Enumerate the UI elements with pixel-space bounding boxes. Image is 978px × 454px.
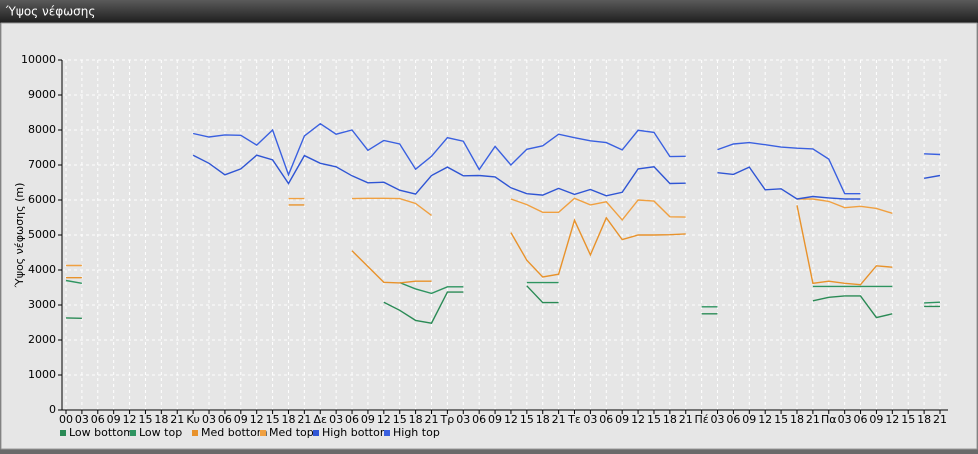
- x-tick-label: 21: [679, 413, 693, 426]
- x-tick-label: 03: [711, 413, 725, 426]
- legend-label: Med top: [269, 426, 314, 439]
- x-tick-label: 12: [250, 413, 264, 426]
- y-tick-label: 6000: [28, 193, 56, 206]
- y-tick-label: 5000: [28, 228, 56, 241]
- x-tick-label: 03: [329, 413, 343, 426]
- title-bar: [0, 0, 978, 23]
- x-tick-label: 18: [790, 413, 804, 426]
- x-tick-label: 21: [806, 413, 820, 426]
- legend-label: Low bottom: [69, 426, 134, 439]
- legend-label: High top: [393, 426, 440, 439]
- y-tick-label: 9000: [28, 88, 56, 101]
- x-tick-label: 06: [599, 413, 613, 426]
- x-tick-label: 06: [726, 413, 740, 426]
- x-tick-label: 18: [663, 413, 677, 426]
- series-line: [66, 204, 893, 286]
- x-tick-label: 21: [552, 413, 566, 426]
- x-tick-label: 09: [869, 413, 883, 426]
- x-tick-label: 06: [345, 413, 359, 426]
- y-axis-title: Ύψος νέφωσης (m): [13, 183, 26, 289]
- x-tick-label: 09: [234, 413, 248, 426]
- x-tick-label: 18: [917, 413, 931, 426]
- x-tick-label: 06: [91, 413, 105, 426]
- x-tick-label: 18: [409, 413, 423, 426]
- x-tick-label: 15: [901, 413, 915, 426]
- x-tick-label: 09: [107, 413, 121, 426]
- series-line: [192, 154, 941, 200]
- x-tick-label: 06: [218, 413, 232, 426]
- x-tick-label: 15: [266, 413, 280, 426]
- legend-swatch: [60, 430, 66, 436]
- y-tick-label: 0: [49, 403, 56, 416]
- series-line: [192, 122, 941, 195]
- x-tick-label: 18: [536, 413, 550, 426]
- x-tick-label: 03: [583, 413, 597, 426]
- x-tick-label: 21: [933, 413, 947, 426]
- x-tick-label: 21: [170, 413, 184, 426]
- x-tick-label: Τε: [567, 413, 581, 426]
- legend-swatch: [260, 430, 266, 436]
- chart-title: Ύψος νέφωσης: [5, 5, 95, 19]
- x-tick-label: 12: [123, 413, 137, 426]
- x-tick-label: 15: [647, 413, 661, 426]
- y-tick-label: 10000: [21, 53, 56, 66]
- x-tick-label: 12: [885, 413, 899, 426]
- x-tick-label: 09: [742, 413, 756, 426]
- x-tick-label: 03: [75, 413, 89, 426]
- legend-label: High bottom: [322, 426, 391, 439]
- x-tick-label: 09: [615, 413, 629, 426]
- x-tick-label: 12: [377, 413, 391, 426]
- x-tick-label: 03: [456, 413, 470, 426]
- x-tick-label: 15: [774, 413, 788, 426]
- x-tick-label: 15: [520, 413, 534, 426]
- y-tick-label: 8000: [28, 123, 56, 136]
- x-tick-label: 15: [393, 413, 407, 426]
- x-tick-label: Πέ: [695, 413, 709, 426]
- x-tick-label: 09: [361, 413, 375, 426]
- x-tick-label: Πα: [821, 413, 837, 426]
- legend-label: Med bottom: [201, 426, 268, 439]
- x-tick-label: 15: [138, 413, 152, 426]
- x-tick-label: 18: [154, 413, 168, 426]
- y-tick-label: 3000: [28, 298, 56, 311]
- legend-label: Low top: [139, 426, 182, 439]
- x-tick-label: 00: [59, 413, 73, 426]
- series-line: [65, 279, 941, 308]
- y-tick-label: 4000: [28, 263, 56, 276]
- x-tick-label: 12: [504, 413, 518, 426]
- x-tick-label: 12: [631, 413, 645, 426]
- x-tick-label: Τρ: [440, 413, 455, 426]
- x-tick-label: 06: [854, 413, 868, 426]
- x-tick-label: 09: [488, 413, 502, 426]
- legend-swatch: [313, 430, 319, 436]
- legend-swatch: [384, 430, 390, 436]
- x-tick-label: Δε: [314, 413, 328, 426]
- x-tick-label: 03: [202, 413, 216, 426]
- x-tick-label: 12: [758, 413, 772, 426]
- x-tick-label: Κυ: [186, 413, 200, 426]
- x-tick-label: 21: [297, 413, 311, 426]
- x-tick-label: 21: [424, 413, 438, 426]
- x-tick-label: 03: [838, 413, 852, 426]
- y-tick-label: 2000: [28, 333, 56, 346]
- y-tick-label: 7000: [28, 158, 56, 171]
- series-line: [65, 285, 940, 324]
- y-tick-label: 1000: [28, 368, 56, 381]
- legend-swatch: [130, 430, 136, 436]
- legend-swatch: [192, 430, 198, 436]
- x-tick-label: 18: [281, 413, 295, 426]
- x-tick-label: 06: [472, 413, 486, 426]
- series-line: [66, 197, 893, 267]
